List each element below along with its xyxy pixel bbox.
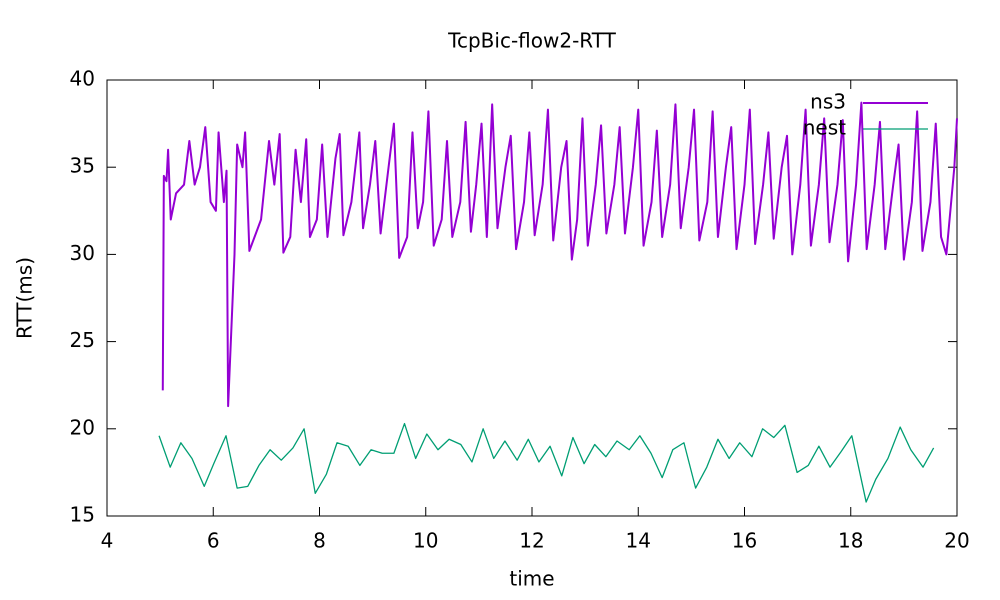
plot-frame [106, 79, 958, 517]
y-tick-label: 35 [70, 154, 95, 178]
x-tick-label: 6 [207, 529, 220, 553]
x-axis-label: time [509, 567, 554, 591]
x-tick-label: 10 [413, 529, 438, 553]
x-tick-label: 16 [732, 529, 757, 553]
series-line [161, 101, 958, 408]
x-tick-label: 14 [626, 529, 651, 553]
series-line [158, 422, 935, 503]
legend-label: ns3 [810, 90, 846, 114]
x-tick-label: 4 [101, 529, 114, 553]
x-tick-label: 12 [519, 529, 544, 553]
chart-title: TcpBic-flow2-RTT [447, 29, 616, 53]
y-tick-label: 30 [70, 241, 95, 265]
legend-label: nest [803, 116, 846, 140]
x-tick-label: 8 [313, 529, 326, 553]
x-tick-label: 20 [944, 529, 969, 553]
y-tick-label: 25 [70, 328, 95, 352]
y-tick-label: 15 [70, 503, 95, 527]
x-tick-label: 18 [838, 529, 863, 553]
y-tick-label: 40 [70, 67, 95, 91]
y-tick-label: 20 [70, 415, 95, 439]
y-axis-label: RTT(ms) [13, 257, 37, 339]
